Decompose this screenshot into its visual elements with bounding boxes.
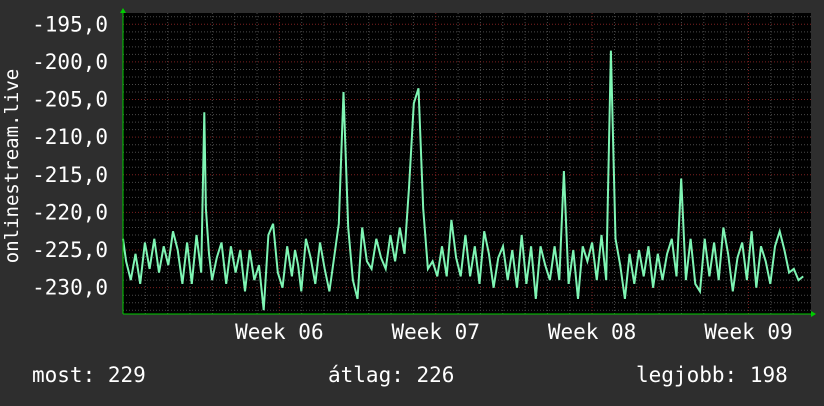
x-tick-label: Week 07 <box>391 320 480 344</box>
x-axis-arrow-icon <box>811 311 816 317</box>
y-tick-label: -205,0 <box>32 88 108 112</box>
footer-most-value: 229 <box>108 363 146 387</box>
x-tick-label: Week 09 <box>704 320 793 344</box>
y-tick-label: -220,0 <box>32 200 108 224</box>
y-tick-label: -215,0 <box>32 163 108 187</box>
y-tick-label: -195,0 <box>32 12 108 36</box>
x-tick-labels: Week 06 Week 07 Week 08 Week 09 <box>235 320 793 344</box>
y-tick-label: -200,0 <box>32 50 108 74</box>
x-tick-label: Week 08 <box>548 320 637 344</box>
y-axis-label: onlinestream.live <box>1 69 23 263</box>
footer-best-label: legjobb: <box>636 363 737 387</box>
x-tick-label: Week 06 <box>235 320 324 344</box>
y-axis-arrow-icon <box>120 8 126 13</box>
footer-best: legjobb: 198 <box>636 363 788 387</box>
y-tick-label: -210,0 <box>32 125 108 149</box>
minor-grid <box>123 13 811 314</box>
footer-average: átlag: 226 <box>328 363 454 387</box>
footer-average-label: átlag: <box>328 363 404 387</box>
footer-most: most: 229 <box>32 363 146 387</box>
footer-best-value: 198 <box>750 363 788 387</box>
y-tick-label: -230,0 <box>32 276 108 300</box>
footer-average-value: 226 <box>417 363 455 387</box>
series-line <box>122 50 804 311</box>
y-tick-labels: -195,0 -200,0 -205,0 -210,0 -215,0 -220,0 -225… <box>32 12 108 299</box>
major-grid <box>123 13 811 314</box>
footer-most-label: most: <box>32 363 95 387</box>
y-tick-label: -225,0 <box>32 238 108 262</box>
